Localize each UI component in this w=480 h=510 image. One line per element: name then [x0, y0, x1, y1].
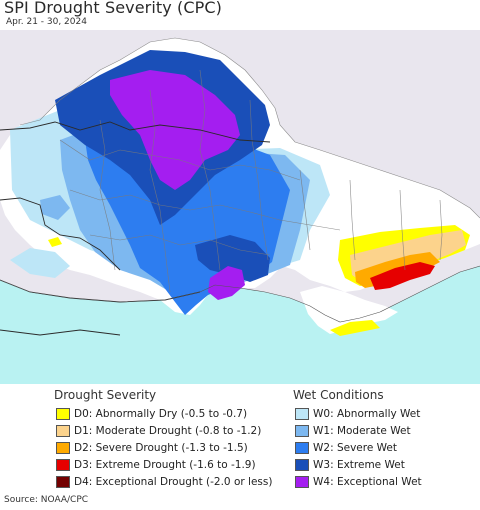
legend: Drought Severity Wet Conditions D0: Abno… [0, 384, 480, 494]
legend-label-d4: D4: Exceptional Drought (-2.0 or less) [74, 476, 273, 488]
region-d0-crimea [330, 320, 380, 336]
legend-swatch-d2 [56, 442, 70, 454]
legend-item-d3: D3: Extreme Drought (-1.6 to -1.9) [56, 457, 256, 473]
wet-legend-title: Wet Conditions [293, 388, 384, 402]
legend-item-d0: D0: Abnormally Dry (-0.5 to -0.7) [56, 406, 247, 422]
region-d0-west [48, 237, 62, 247]
legend-item-w1: W1: Moderate Wet [295, 423, 411, 439]
region-w0-west [10, 248, 70, 278]
legend-item-w2: W2: Severe Wet [295, 440, 397, 456]
legend-label-w2: W2: Severe Wet [313, 442, 397, 454]
legend-label-w0: W0: Abnormally Wet [313, 408, 421, 420]
region-d3 [370, 262, 435, 290]
legend-swatch-d0 [56, 408, 70, 420]
legend-item-d2: D2: Severe Drought (-1.3 to -1.5) [56, 440, 248, 456]
admin-boundaries [19, 37, 480, 293]
legend-label-d1: D1: Moderate Drought (-0.8 to -1.2) [74, 425, 262, 437]
legend-label-w1: W1: Moderate Wet [313, 425, 411, 437]
map-date-range: Apr. 21 - 30, 2024 [6, 17, 87, 27]
sea [0, 266, 480, 384]
legend-label-d3: D3: Extreme Drought (-1.6 to -1.9) [74, 459, 256, 471]
source-credit: Source: NOAA/CPC [4, 495, 89, 505]
region-w4 [110, 70, 240, 190]
region-w3-south [195, 235, 270, 282]
legend-label-d2: D2: Severe Drought (-1.3 to -1.5) [74, 442, 248, 454]
legend-item-d4: D4: Exceptional Drought (-2.0 or less) [56, 474, 272, 490]
legend-label-w3: W3: Extreme Wet [313, 459, 405, 471]
region-w1-spot-west [40, 195, 70, 220]
legend-swatch-w2 [295, 442, 309, 454]
legend-item-d1: D1: Moderate Drought (-0.8 to -1.2) [56, 423, 261, 439]
legend-swatch-w1 [295, 425, 309, 437]
legend-swatch-w0 [295, 408, 309, 420]
legend-label-w4: W4: Exceptional Wet [313, 476, 422, 488]
legend-item-w3: W3: Extreme Wet [295, 457, 405, 473]
drought-map [0, 30, 480, 384]
legend-swatch-d4 [56, 476, 70, 488]
legend-item-w0: W0: Abnormally Wet [295, 406, 420, 422]
legend-swatch-w4 [295, 476, 309, 488]
map-title: SPI Drought Severity (CPC) [4, 0, 222, 17]
legend-swatch-w3 [295, 459, 309, 471]
legend-label-d0: D0: Abnormally Dry (-0.5 to -0.7) [74, 408, 248, 420]
legend-swatch-d3 [56, 459, 70, 471]
region-w4-south [208, 266, 245, 300]
legend-swatch-d1 [56, 425, 70, 437]
coastline [0, 265, 480, 323]
drought-legend-title: Drought Severity [54, 388, 157, 402]
legend-item-w4: W4: Exceptional Wet [295, 474, 422, 490]
